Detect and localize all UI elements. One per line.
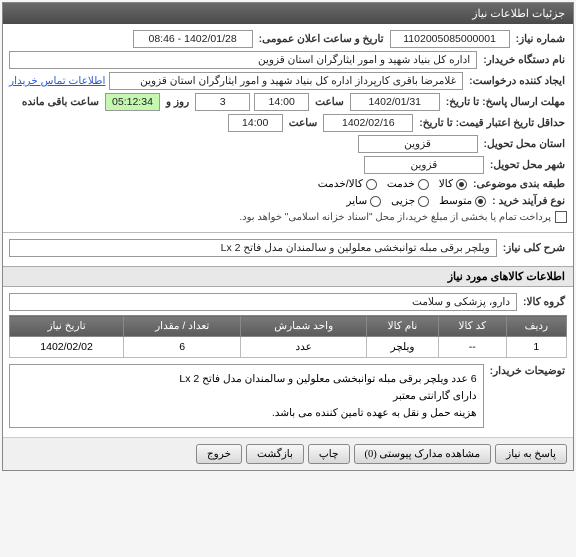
- cell-date: 1402/02/02: [10, 337, 124, 358]
- bp-other-radio[interactable]: سایر: [346, 195, 381, 207]
- group-value: دارو، پزشکی و سلامت: [9, 293, 517, 311]
- category-label: طبقه بندی موضوعی:: [471, 177, 567, 191]
- province-label: استان محل تحویل:: [482, 137, 567, 151]
- buy-process-group: متوسط جزیی سایر: [346, 195, 486, 207]
- need-no-label: شماره نیاز:: [514, 32, 567, 46]
- bp-mid-radio[interactable]: متوسط: [439, 195, 486, 207]
- creator-label: ایجاد کننده درخواست:: [467, 74, 567, 88]
- group-label: گروه کالا:: [521, 295, 567, 309]
- pay-checkbox[interactable]: [555, 211, 567, 223]
- announce-value: 1402/01/28 - 08:46: [133, 30, 253, 48]
- pay-note: پرداخت تمام یا بخشی از مبلغ خرید،از محل …: [239, 212, 551, 223]
- announce-label: تاریخ و ساعت اعلان عمومی:: [257, 32, 386, 46]
- buy-process-label: نوع فرآیند خرید :: [490, 194, 567, 208]
- attachments-button[interactable]: مشاهده مدارک پیوستی (0): [354, 444, 492, 464]
- min-valid-label: حداقل تاریخ اعتبار قیمت: تا تاریخ:: [417, 116, 567, 130]
- contact-link[interactable]: اطلاعات تماس خریدار: [9, 75, 105, 87]
- min-valid-time: 14:00: [228, 114, 283, 132]
- saat-label-2: ساعت: [287, 116, 320, 130]
- creator-value: غلامرضا باقری کارپرداز اداره کل بنیاد شه…: [109, 72, 463, 90]
- table-row[interactable]: 1 -- ویلچر عدد 6 1402/02/02: [10, 337, 567, 358]
- col-unit: واحد شمارش: [241, 316, 367, 337]
- city-value: قزوین: [364, 156, 484, 174]
- cell-qty: 6: [124, 337, 241, 358]
- radio-dot-icon: [370, 196, 381, 207]
- cell-unit: عدد: [241, 337, 367, 358]
- radio-dot-icon: [366, 179, 377, 190]
- items-table: ردیف کد کالا نام کالا واحد شمارش تعداد /…: [9, 315, 567, 358]
- buyer-desc-value: 6 عدد ویلچر برقی مبله توانبخشی معلولین و…: [9, 364, 484, 428]
- cat-both-radio[interactable]: کالا/خدمت: [318, 178, 377, 190]
- cell-row: 1: [506, 337, 566, 358]
- summary-label: شرح کلی نیاز:: [501, 241, 567, 255]
- buyer-label: نام دستگاه خریدار:: [481, 53, 567, 67]
- saat-label-1: ساعت: [313, 95, 346, 109]
- reply-button[interactable]: پاسخ به نیاز: [495, 444, 567, 464]
- radio-dot-icon: [418, 179, 429, 190]
- col-row: ردیف: [506, 316, 566, 337]
- remain-time: 05:12:34: [105, 93, 160, 111]
- radio-dot-icon: [475, 196, 486, 207]
- deadline-label: مهلت ارسال پاسخ: تا تاریخ:: [444, 95, 567, 109]
- details-panel: جزئیات اطلاعات نیاز شماره نیاز: 11020050…: [2, 2, 574, 471]
- table-header-row: ردیف کد کالا نام کالا واحد شمارش تعداد /…: [10, 316, 567, 337]
- city-label: شهر محل تحویل:: [488, 158, 567, 172]
- days-value: 3: [195, 93, 250, 111]
- col-qty: تعداد / مقدار: [124, 316, 241, 337]
- print-button[interactable]: چاپ: [308, 444, 350, 464]
- panel-title: جزئیات اطلاعات نیاز: [3, 3, 573, 24]
- buyer-desc-label: توضیحات خریدار:: [488, 364, 567, 378]
- rooz-label: روز و: [164, 95, 191, 109]
- radio-dot-icon: [456, 179, 467, 190]
- deadline-date: 1402/01/31: [350, 93, 440, 111]
- button-bar: پاسخ به نیاز مشاهده مدارک پیوستی (0) چاپ…: [3, 437, 573, 470]
- items-header: اطلاعات کالاهای مورد نیاز: [3, 266, 573, 287]
- cell-code: --: [438, 337, 506, 358]
- deadline-time: 14:00: [254, 93, 309, 111]
- summary-value: ویلچر برقی مبله توانبخشی معلولین و سالمن…: [9, 239, 497, 257]
- panel-body: شماره نیاز: 1102005085000001 تاریخ و ساع…: [3, 24, 573, 232]
- col-code: کد کالا: [438, 316, 506, 337]
- buyer-value: اداره کل بنیاد شهید و امور ایثارگران است…: [9, 51, 477, 69]
- col-name: نام کالا: [367, 316, 439, 337]
- cat-kala-radio[interactable]: کالا: [439, 178, 467, 190]
- category-group: کالا خدمت کالا/خدمت: [318, 178, 467, 190]
- remain-label: ساعت باقی مانده: [20, 95, 101, 109]
- cat-khadamat-radio[interactable]: خدمت: [387, 178, 429, 190]
- exit-button[interactable]: خروج: [196, 444, 242, 464]
- bp-small-radio[interactable]: جزیی: [391, 195, 429, 207]
- province-value: قزوین: [358, 135, 478, 153]
- radio-dot-icon: [418, 196, 429, 207]
- min-valid-date: 1402/02/16: [323, 114, 413, 132]
- back-button[interactable]: بازگشت: [246, 444, 304, 464]
- cell-name: ویلچر: [367, 337, 439, 358]
- col-date: تاریخ نیاز: [10, 316, 124, 337]
- need-no-value: 1102005085000001: [390, 30, 510, 48]
